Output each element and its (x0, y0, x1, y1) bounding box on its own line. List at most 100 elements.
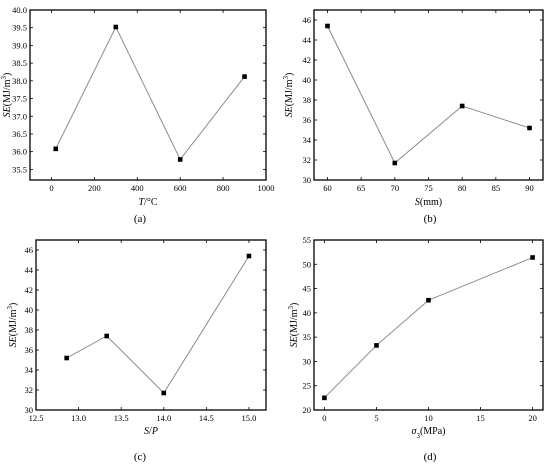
x-tick-label: 12.5 (29, 413, 44, 423)
y-tick-label: 39.5 (12, 23, 27, 33)
y-tick-label: 40 (303, 308, 312, 318)
data-point (113, 24, 119, 30)
plot-frame (35, 239, 267, 411)
y-axis-label: SE(MJ/m3) (0, 73, 13, 118)
y-tick-label: 36 (25, 345, 34, 355)
x-tick-label: 15 (476, 413, 485, 423)
data-point (104, 333, 110, 339)
y-axis-label: SE(MJ/m3) (282, 73, 295, 118)
x-tick-label: 600 (174, 183, 187, 193)
y-tick-label: 38 (25, 325, 34, 335)
data-point (325, 23, 330, 29)
x-tick-label: 5 (374, 413, 378, 423)
plot-frame (313, 9, 544, 181)
y-tick-label: 39.0 (12, 40, 27, 50)
series-line (55, 25, 245, 161)
data-point (53, 146, 59, 152)
y-axis-label: SE(MJ/m3) (287, 303, 300, 348)
y-tick-label: 36.5 (12, 129, 27, 139)
y-tick-label: 38.0 (12, 76, 27, 86)
plot-frame (313, 239, 544, 411)
data-point (177, 157, 183, 162)
data-point (459, 103, 465, 109)
y-tick-label: 32 (303, 155, 312, 165)
y-tick-label: 32 (25, 385, 34, 395)
data-point (242, 74, 247, 79)
y-tick-label: 40.0 (12, 5, 27, 15)
y-tick-label: 45 (303, 284, 312, 294)
x-tick-label: 75 (424, 183, 433, 193)
x-tick-label: 85 (492, 183, 501, 193)
data-point (246, 253, 252, 259)
y-tick-label: 42 (25, 285, 34, 295)
x-tick-label: 65 (357, 183, 366, 193)
y-tick-label: 30 (303, 175, 312, 185)
y-tick-label: 30 (25, 405, 34, 415)
x-axis-label: T/°C (138, 197, 157, 208)
chart-panel-4: 0 5 10 15 20 20 25 30 35 40 45 50 55 σ3(MPa) SE(MJ/m3)… (287, 235, 544, 463)
x-tick-label: 1000 (258, 183, 275, 193)
plot-frame (29, 9, 267, 181)
data-point (392, 160, 398, 166)
x-tick-label: 90 (525, 183, 534, 193)
data-point (322, 395, 327, 401)
chart-panel-2: 60 65 70 75 80 85 90 30 32 34 36 38 40 42 44 46 S(mm) SE(… (282, 9, 544, 225)
y-tick-label: 36.0 (12, 147, 27, 157)
y-tick-label: 25 (303, 381, 312, 391)
panel-caption: (d) (424, 451, 437, 463)
data-point (161, 390, 167, 396)
y-tick-label: 34 (25, 365, 34, 375)
x-tick-label: 200 (88, 183, 101, 193)
y-tick-label: 35.5 (12, 164, 27, 174)
y-tick-label: 46 (303, 15, 312, 25)
series-line (324, 257, 533, 399)
data-point (64, 355, 69, 361)
panel-caption: (a) (134, 213, 147, 225)
x-tick-label: 13.5 (114, 413, 129, 423)
y-tick-label: 37.5 (12, 94, 27, 104)
x-axis-label: S/P (144, 426, 158, 437)
x-axis-label: σ3(MPa) (412, 426, 446, 440)
y-axis-label: SE(MJ/m3) (6, 303, 19, 348)
chart-panel-3: 12.5 13.0 13.5 14.0 14.5 15.0 30 32 34 36 38 40 42 44… (6, 239, 267, 463)
y-tick-label: 36 (303, 115, 312, 125)
y-tick-label: 50 (303, 259, 312, 269)
panel-caption: (c) (134, 451, 147, 463)
x-tick-label: 400 (131, 183, 144, 193)
x-axis-label: S(mm) (415, 197, 442, 208)
y-tick-label: 34 (303, 135, 312, 145)
y-tick-label: 44 (303, 35, 312, 45)
x-tick-label: 15.0 (242, 413, 257, 423)
y-tick-label: 46 (25, 245, 34, 255)
y-tick-label: 42 (303, 55, 312, 65)
data-point (530, 255, 535, 260)
y-tick-label: 37.0 (12, 111, 27, 121)
chart-panel-1: 0 200 400 600 800 1000 35.5 36.0 36.5 37.0 37.5 38.… (0, 5, 275, 225)
y-tick-label: 38.5 (12, 58, 27, 68)
x-tick-label: 60 (323, 183, 332, 193)
y-tick-label: 30 (303, 356, 312, 366)
x-tick-label: 13.0 (71, 413, 86, 423)
x-tick-label: 800 (217, 183, 230, 193)
y-tick-label: 55 (303, 235, 312, 245)
y-tick-label: 40 (25, 305, 34, 315)
y-tick-label: 38 (303, 95, 312, 105)
panel-caption: (b) (424, 213, 437, 225)
x-tick-label: 70 (391, 183, 400, 193)
y-tick-label: 20 (303, 405, 312, 415)
x-tick-label: 80 (458, 183, 467, 193)
data-point (426, 297, 431, 303)
x-tick-label: 0 (322, 413, 326, 423)
x-tick-label: 20 (528, 413, 537, 423)
x-tick-label: 0 (49, 183, 53, 193)
x-tick-label: 14.5 (199, 413, 214, 423)
series-line (327, 25, 530, 164)
x-tick-label: 10 (424, 413, 433, 423)
data-point (527, 125, 532, 131)
y-tick-label: 35 (303, 332, 312, 342)
y-tick-label: 40 (303, 75, 312, 85)
series-line (66, 255, 250, 394)
x-tick-label: 14.0 (156, 413, 171, 423)
data-point (374, 343, 379, 348)
